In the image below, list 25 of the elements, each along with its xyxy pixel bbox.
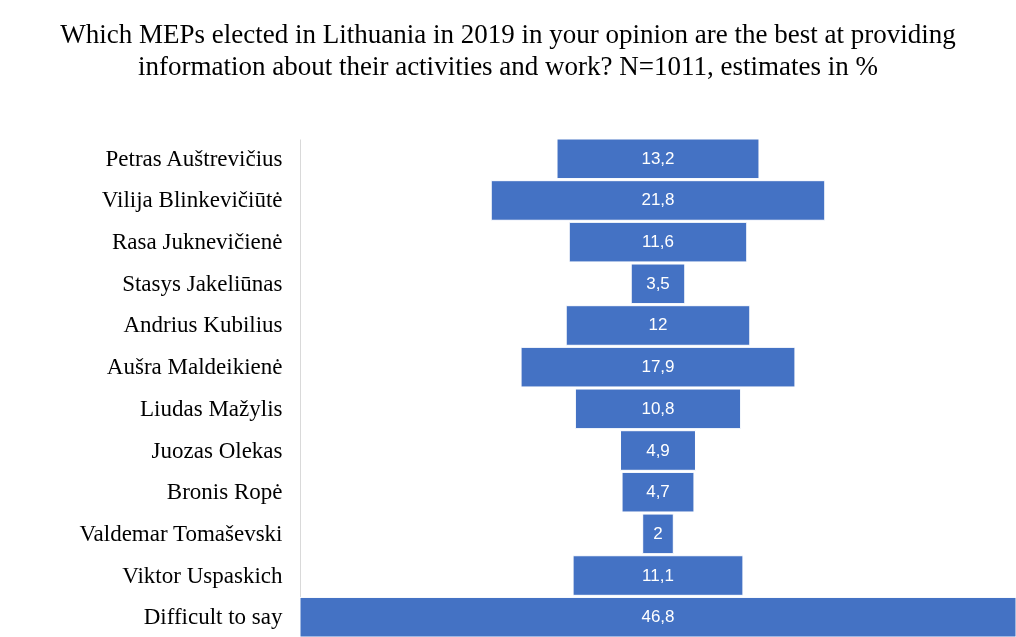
category-label: Rasa Juknevičienė bbox=[111, 229, 283, 255]
category-label: Vilija Blinkevičiūtė bbox=[101, 187, 283, 213]
data-label: 3,5 bbox=[646, 273, 670, 293]
category-label: Viktor Uspaskich bbox=[122, 562, 283, 588]
category-label: Liudas Mažylis bbox=[140, 395, 283, 421]
category-label: Andrius Kubilius bbox=[123, 312, 283, 338]
category-label: Stasys Jakeliūnas bbox=[122, 270, 283, 296]
data-label: 17,9 bbox=[641, 357, 675, 377]
data-label: 4,7 bbox=[646, 482, 670, 502]
category-label: Aušra Maldeikienė bbox=[106, 354, 283, 380]
category-label: Petras Auštrevičius bbox=[105, 145, 283, 171]
data-label: 12 bbox=[648, 315, 668, 335]
data-label: 2 bbox=[653, 523, 663, 543]
data-label: 11,6 bbox=[642, 232, 674, 252]
category-label: Valdemar Tomaševski bbox=[79, 520, 283, 546]
category-label: Bronis Ropė bbox=[166, 479, 283, 505]
data-label: 4,9 bbox=[646, 440, 670, 460]
data-label: 21,8 bbox=[641, 190, 675, 210]
data-label: 10,8 bbox=[641, 398, 675, 418]
data-label: 11,1 bbox=[642, 565, 674, 585]
text: Which MEPs elected in Lithuania in 2019 in your opinion are the best at providing information about their activities and work? N=1011, estimates in % bbox=[59, 18, 957, 82]
category-label: Difficult to say bbox=[143, 604, 283, 630]
data-label: 46,8 bbox=[641, 607, 675, 627]
data-label: 13,2 bbox=[641, 148, 675, 168]
category-label: Juozas Olekas bbox=[151, 437, 283, 463]
